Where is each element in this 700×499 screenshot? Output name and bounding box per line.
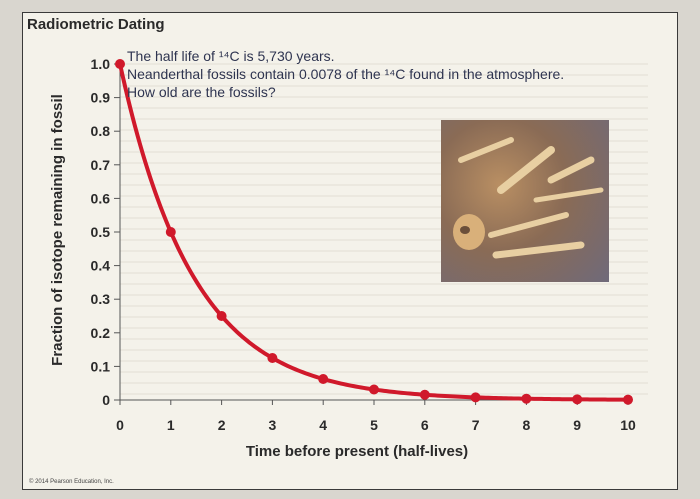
x-tick-label: 1 (167, 417, 175, 433)
figure-title: Radiometric Dating (27, 16, 165, 33)
x-axis-label: Time before present (half-lives) (246, 443, 468, 460)
data-point (470, 392, 481, 403)
question-line-2: Neanderthal fossils contain 0.0078 of th… (127, 66, 565, 82)
y-tick-label: 0.8 (91, 123, 111, 139)
x-tick-label: 5 (370, 417, 378, 433)
question-text: The half life of ¹⁴C is 5,730 years. Nea… (127, 47, 657, 101)
y-tick-label: 0.4 (91, 258, 111, 274)
data-point (318, 374, 329, 384)
y-axis-label: Fraction of isotope remaining in fossil (49, 94, 66, 366)
data-point (572, 394, 583, 405)
x-tick-label: 10 (620, 417, 636, 433)
x-tick-label: 7 (472, 417, 480, 433)
x-tick-label: 8 (523, 417, 531, 433)
y-tick-label: 0.3 (91, 291, 111, 307)
data-point (369, 384, 379, 395)
y-tick-label: 0.2 (91, 325, 111, 341)
y-tick-label: 0 (102, 392, 110, 408)
x-tick-label: 2 (218, 417, 226, 433)
x-tick-label: 9 (573, 417, 581, 433)
data-point (623, 394, 633, 405)
fossil-bones-photo (441, 120, 609, 282)
data-point (165, 227, 176, 237)
data-point (216, 311, 227, 321)
y-tick-label: 0.9 (91, 90, 111, 106)
x-tick-label: 4 (319, 417, 327, 433)
question-line-1: The half life of ¹⁴C is 5,730 years. (127, 48, 335, 64)
y-tick-label: 0.7 (91, 157, 111, 173)
x-tick-label: 0 (116, 417, 124, 433)
data-point (521, 393, 532, 404)
data-point (267, 353, 278, 363)
data-point (419, 389, 430, 400)
y-tick-label: 0.5 (91, 224, 111, 240)
data-point (115, 59, 125, 69)
y-tick-label: 1.0 (91, 56, 111, 72)
copyright-text: © 2014 Pearson Education, Inc. (29, 479, 114, 485)
fossil-bones-icon (453, 137, 604, 259)
question-line-3: How old are the fossils? (127, 84, 276, 100)
x-tick-label: 6 (421, 417, 429, 433)
x-tick-label: 3 (269, 417, 277, 433)
y-tick-label: 0.6 (91, 190, 111, 206)
y-tick-label: 0.1 (91, 358, 111, 374)
